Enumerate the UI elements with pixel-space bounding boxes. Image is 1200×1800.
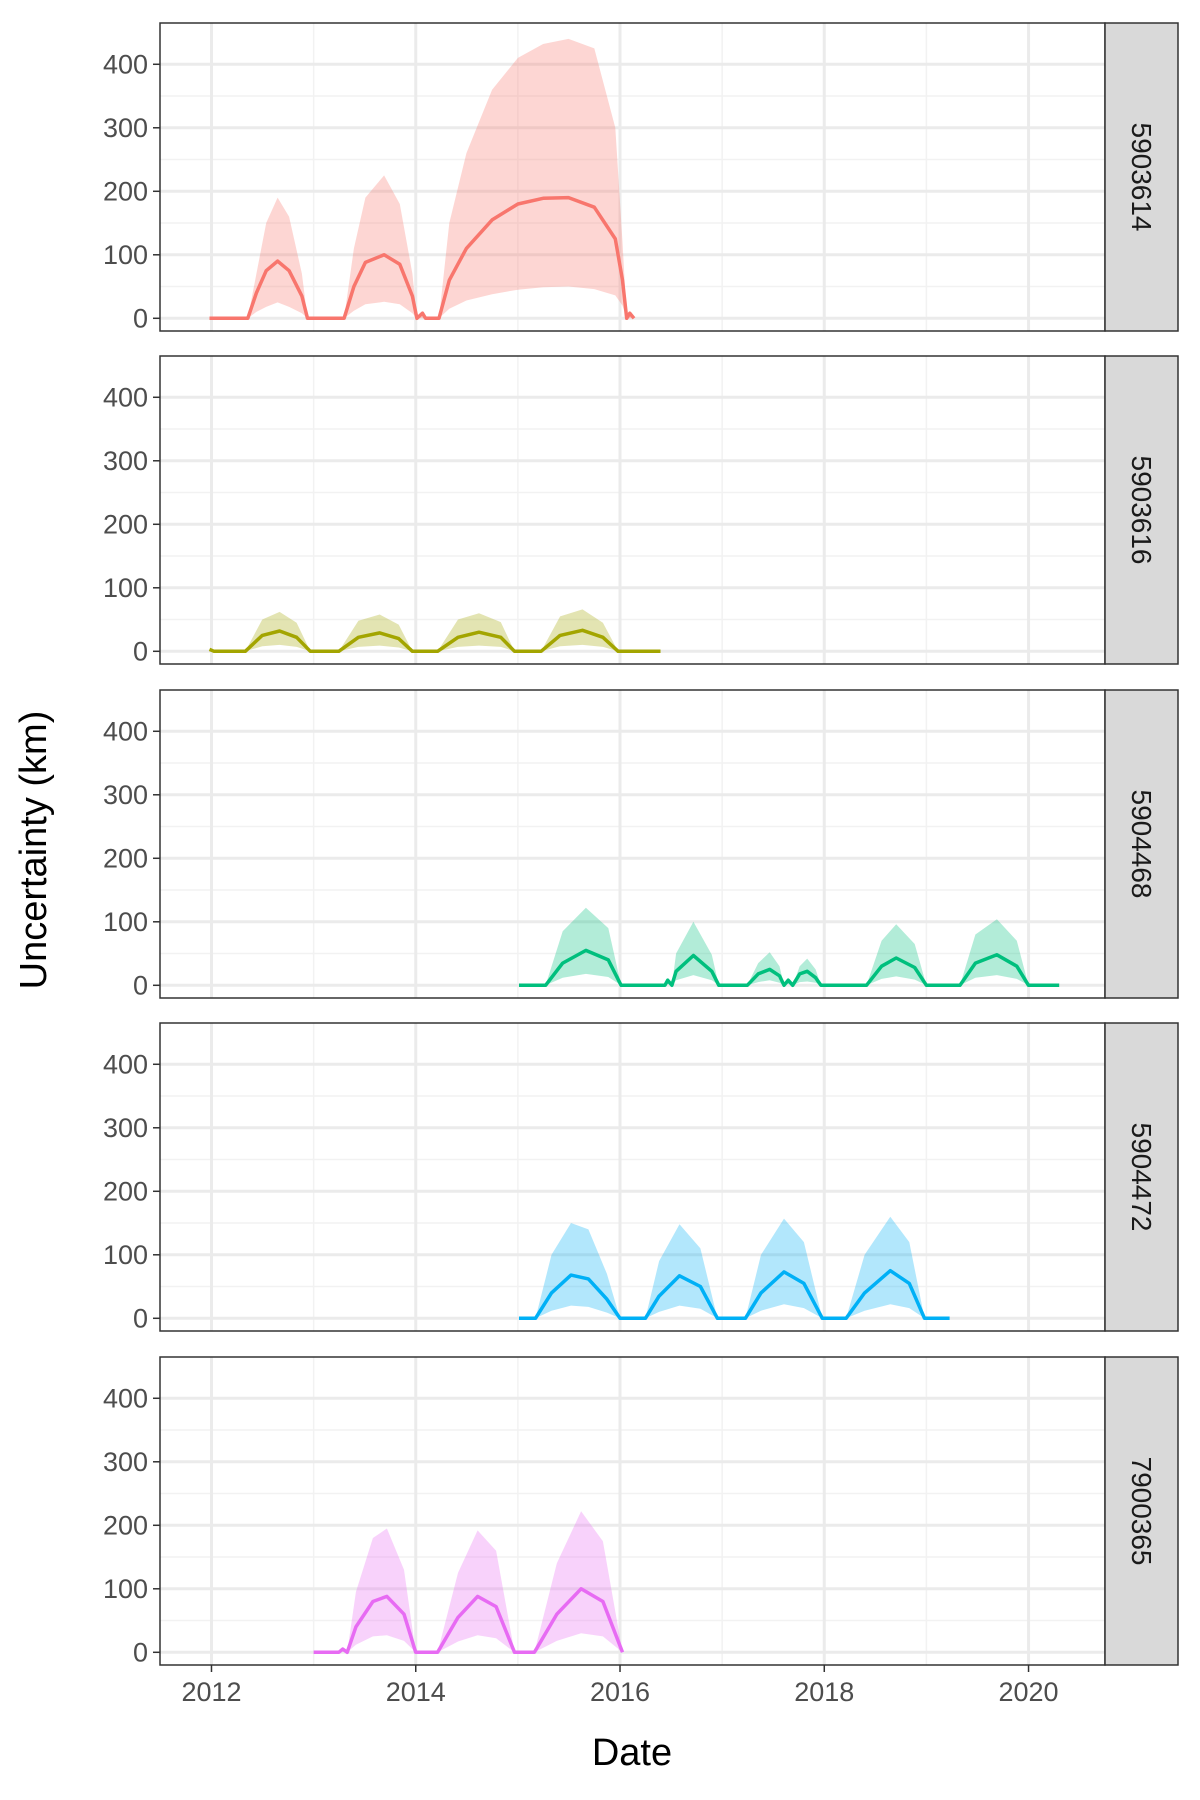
x-tick-label: 2016 [590,1677,650,1707]
uncertainty-line [313,1587,625,1655]
uncertainty-ribbon [313,1511,623,1653]
facet-strip [1104,355,1179,665]
x-tick-label: 2018 [794,1677,854,1707]
facet-panel-7900365: 7900365 0 100 200 300 400 2012 2014 2016 2018 2020 [103,1356,1179,1707]
facet-strip-label: 5903616 [1126,455,1157,564]
y-tick-label: 0 [133,636,148,666]
uncertainty-line [208,628,661,654]
y-tick-label: 400 [103,49,148,79]
y-tick-label: 200 [103,1510,148,1540]
panel-background [160,23,1105,331]
y-tick-label: 400 [103,382,148,412]
facet-strip-label: 5904468 [1126,789,1157,898]
x-tick-label: 2012 [181,1677,241,1707]
x-axis-title: Date [592,1732,672,1774]
y-tick-label: 400 [103,1383,148,1413]
y-tick-label: 0 [133,1303,148,1333]
y-tick-label: 0 [133,1637,148,1667]
uncertainty-ribbon [209,38,634,319]
facet-strip-label: 7900365 [1126,1456,1157,1565]
facet-panel-5903616: 5903616 0 100 200 300 400 [103,355,1179,666]
facet-panel-5903614: 5903614 0 100 200 300 400 [103,22,1179,333]
uncertainty-line [519,948,1060,988]
y-tick-label: 300 [103,1113,148,1143]
panel-background [160,1357,1105,1665]
y-tick-label: 100 [103,907,148,937]
facet-strip [1104,1356,1179,1666]
facet-strip [1104,22,1179,332]
facet-panel-5904472: 5904472 0 100 200 300 400 [103,1022,1179,1333]
y-tick-label: 400 [103,1049,148,1079]
facet-strip-label: 5903614 [1126,122,1157,231]
uncertainty-ribbon [519,1216,950,1319]
y-tick-label: 300 [103,1447,148,1477]
y-tick-label: 400 [103,716,148,746]
y-tick-label: 200 [103,176,148,206]
y-tick-label: 200 [103,1176,148,1206]
facet-strip [1104,1022,1179,1332]
y-tick-label: 200 [103,509,148,539]
panel-background [160,1023,1105,1331]
y-axis-title: Uncertainty (km) [13,711,55,990]
y-tick-label: 300 [103,113,148,143]
uncertainty-line [209,195,636,321]
y-tick-label: 100 [103,240,148,270]
y-tick-label: 0 [133,303,148,333]
panel-background [160,356,1105,664]
facet-strip-label: 5904472 [1126,1122,1157,1231]
uncertainty-line [519,1268,950,1321]
y-tick-label: 300 [103,446,148,476]
x-tick-label: 2014 [386,1677,446,1707]
facet-strip [1104,689,1179,999]
panel-background [160,690,1105,998]
uncertainty-ribbon [209,609,661,652]
y-tick-label: 0 [133,970,148,1000]
facet-panel-5904468: 5904468 0 100 200 300 400 [103,689,1179,1000]
y-tick-label: 100 [103,1240,148,1270]
y-tick-label: 100 [103,573,148,603]
y-tick-label: 100 [103,1574,148,1604]
facet-panels: 5903614 0 100 200 300 400 5903616 0 100 200 300 400… [103,22,1179,1707]
x-tick-label: 2020 [999,1677,1059,1707]
y-tick-label: 300 [103,780,148,810]
y-tick-label: 200 [103,843,148,873]
